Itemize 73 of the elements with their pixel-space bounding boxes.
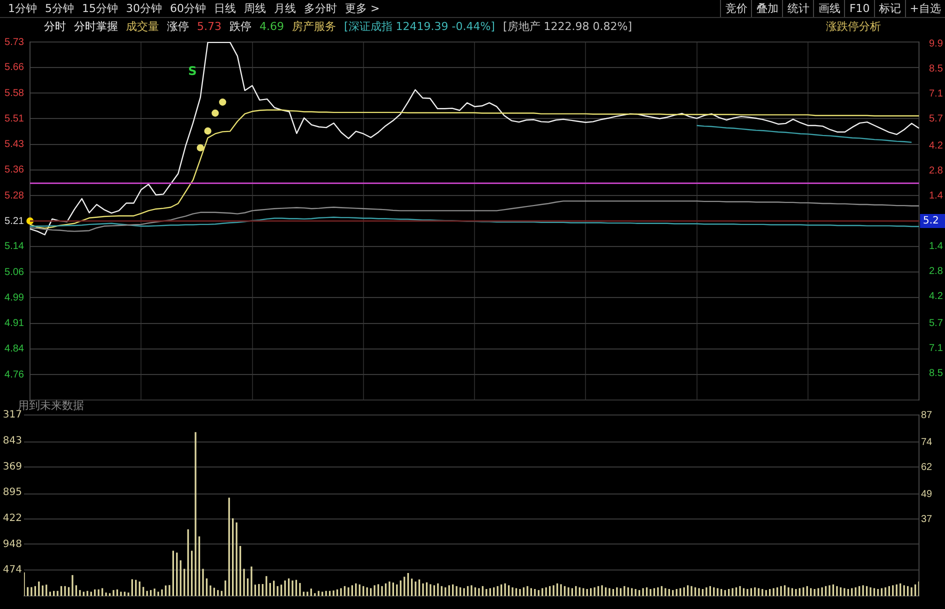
- y-tick-label: 4.91: [4, 318, 24, 330]
- text: 474: [2, 564, 22, 576]
- y-tick-label: 87: [921, 410, 933, 421]
- point: [196, 144, 204, 152]
- y-tick-label: 5.36: [4, 164, 24, 176]
- y-tick-label: 49: [921, 488, 933, 500]
- text: F10: [844, 0, 870, 17]
- text: 895: [2, 487, 22, 498]
- y-tick-label: 62: [921, 462, 933, 473]
- text: 948: [2, 538, 22, 550]
- text: 统计: [782, 0, 810, 17]
- text: 15分钟: [82, 1, 118, 17]
- text: 日线: [214, 1, 236, 17]
- y-tick-label: 5.43: [4, 139, 24, 150]
- y-tick-label: 4.99: [4, 292, 24, 304]
- text: 更多 >: [345, 1, 380, 17]
- y2-tick-label: 5.7: [929, 114, 944, 125]
- text: 房产服务: [292, 19, 336, 35]
- y-tick-label: 4.76: [4, 369, 24, 380]
- y2-tick-label: 7.1: [929, 342, 944, 354]
- text: [深证成指 12419.39 -0.44%]: [344, 19, 495, 35]
- annotation: S: [188, 64, 197, 78]
- text: 多分时: [304, 1, 337, 17]
- y2-tick-label: 7.1: [929, 88, 944, 100]
- y2-tick-label: 4.2: [929, 290, 944, 302]
- text: 5分钟: [45, 1, 74, 17]
- y2-tick-label: 2.8: [929, 166, 944, 177]
- y-tick-label: 5.73: [4, 36, 24, 48]
- text: [房地产 1222.98 0.82%]: [502, 19, 632, 35]
- y-tick-label: 37: [921, 514, 933, 525]
- y2-tick-label: 4.2: [929, 140, 944, 152]
- text: 涨跌停分析: [826, 19, 881, 35]
- y2-tick-label: 9.9: [929, 38, 944, 50]
- text: 4.69: [260, 19, 284, 35]
- point: [212, 110, 219, 117]
- text: 317: [2, 410, 22, 421]
- y2-tick-label: 8.5: [929, 64, 944, 75]
- y-tick-label: 4.84: [4, 344, 24, 355]
- text: 成交量: [126, 19, 159, 35]
- text: +自选: [904, 0, 941, 17]
- y2-tick-label: 8.5: [929, 368, 944, 379]
- y-tick-label: 5.14: [4, 241, 24, 252]
- y-tick-label: 5.51: [4, 113, 24, 124]
- text: 涨停: [167, 19, 189, 35]
- text: 标记: [874, 0, 901, 17]
- annotation: 5.2: [923, 216, 939, 227]
- text: 叠加: [751, 0, 778, 17]
- text: 周线: [244, 1, 266, 17]
- text: 竞价: [720, 0, 748, 17]
- y-tick-label: 5.28: [4, 190, 24, 202]
- text: 分时: [44, 19, 66, 35]
- y2-tick-label: 2.8: [929, 266, 944, 277]
- text: 369: [2, 461, 22, 472]
- y-tick-label: 5.06: [4, 266, 24, 278]
- y-tick-label: 5.58: [4, 88, 24, 99]
- y-tick-label: 5.66: [4, 62, 24, 74]
- point: [219, 98, 226, 106]
- text: 跌停: [230, 19, 252, 35]
- y-tick-label: 5.21: [4, 216, 24, 227]
- text: 画线: [813, 0, 840, 17]
- point: [204, 127, 212, 135]
- text: 1分钟: [8, 1, 37, 17]
- text: 422: [2, 513, 22, 524]
- text: 分时掌握: [74, 19, 118, 35]
- y-tick-label: 74: [921, 436, 933, 448]
- text: 月线: [274, 1, 296, 17]
- text: 30分钟: [126, 1, 162, 17]
- text: 843: [2, 435, 22, 446]
- y2-tick-label: 1.4: [929, 190, 944, 202]
- y2-tick-label: 1.4: [929, 240, 944, 252]
- y2-tick-label: 5.7: [929, 318, 944, 329]
- text: 60分钟: [170, 1, 206, 17]
- text: 5.73: [197, 19, 222, 35]
